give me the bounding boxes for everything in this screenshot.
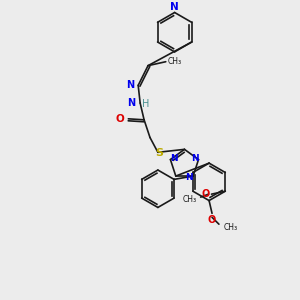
Text: N: N: [170, 2, 179, 11]
Text: CH₃: CH₃: [183, 195, 197, 204]
Text: CH₃: CH₃: [168, 57, 182, 66]
Text: O: O: [208, 215, 216, 225]
Text: O: O: [201, 189, 209, 199]
Text: S: S: [155, 148, 163, 158]
Text: N: N: [170, 154, 178, 163]
Text: N: N: [185, 172, 193, 182]
Text: CH₃: CH₃: [224, 223, 238, 232]
Text: N: N: [127, 98, 135, 108]
Text: N: N: [191, 154, 198, 163]
Text: H: H: [142, 99, 149, 109]
Text: O: O: [116, 114, 124, 124]
Text: N: N: [126, 80, 134, 90]
